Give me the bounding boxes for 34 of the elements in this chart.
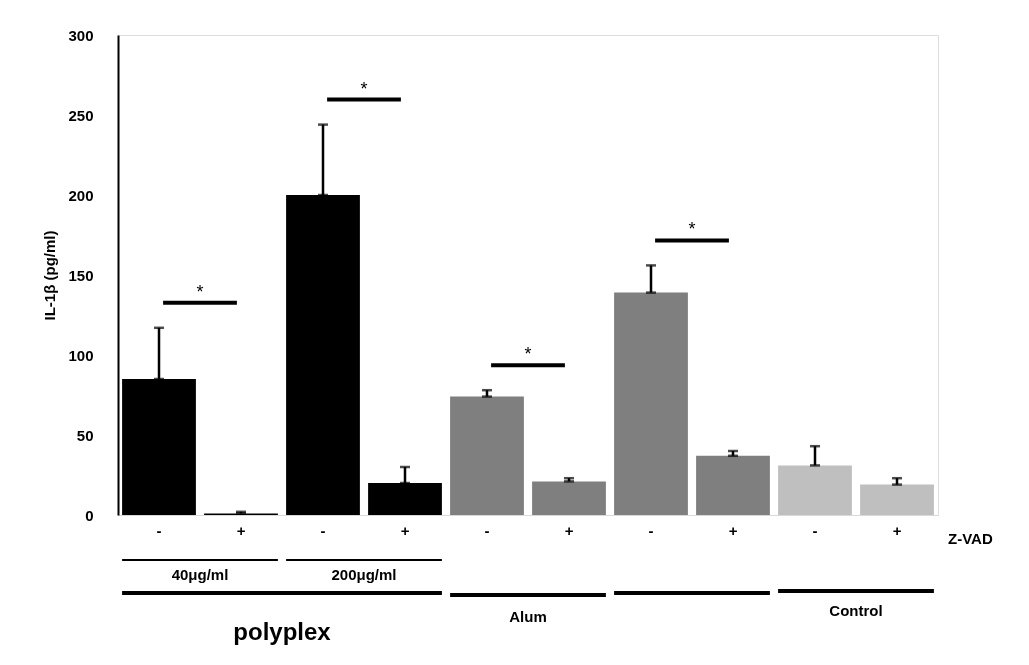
y-tick-label: 100 <box>68 346 94 364</box>
annotation: * <box>360 78 368 99</box>
bar <box>860 484 934 515</box>
x-tick-label: + <box>236 521 246 539</box>
annotation: * <box>688 219 696 240</box>
x-tick-label: - <box>320 521 326 539</box>
y-tick-label: 50 <box>76 426 94 444</box>
x-tick-label: + <box>892 521 902 539</box>
y-tick-label: 150 <box>68 266 94 284</box>
y-tick-label: 300 <box>68 26 94 44</box>
annotation: * <box>196 281 204 302</box>
x-tick-label: - <box>812 521 818 539</box>
x-tick-label: - <box>648 521 654 539</box>
x-tick-label: + <box>728 521 738 539</box>
y-axis-title: IL-1β (pg/ml) <box>41 230 59 321</box>
text: 200μg/ml <box>331 566 397 583</box>
y-tick-label: 200 <box>68 186 94 204</box>
x-tick-label: + <box>400 521 410 539</box>
text: Alum <box>509 608 547 625</box>
y-tick-label: 0 <box>85 506 94 524</box>
x-tick-label: - <box>484 521 490 539</box>
y-tick-label: 250 <box>68 106 94 124</box>
x-tick-label: + <box>564 521 574 539</box>
annotation: * <box>524 344 532 365</box>
text: Z-VAD <box>948 530 993 547</box>
bar <box>532 481 606 515</box>
text: Control <box>829 602 883 619</box>
x-tick-label: - <box>156 521 162 539</box>
bar <box>696 455 770 515</box>
text: polyplex <box>233 618 332 645</box>
bar <box>778 465 852 515</box>
text: 40μg/ml <box>171 566 229 583</box>
bar <box>450 396 524 515</box>
bar <box>614 292 688 515</box>
